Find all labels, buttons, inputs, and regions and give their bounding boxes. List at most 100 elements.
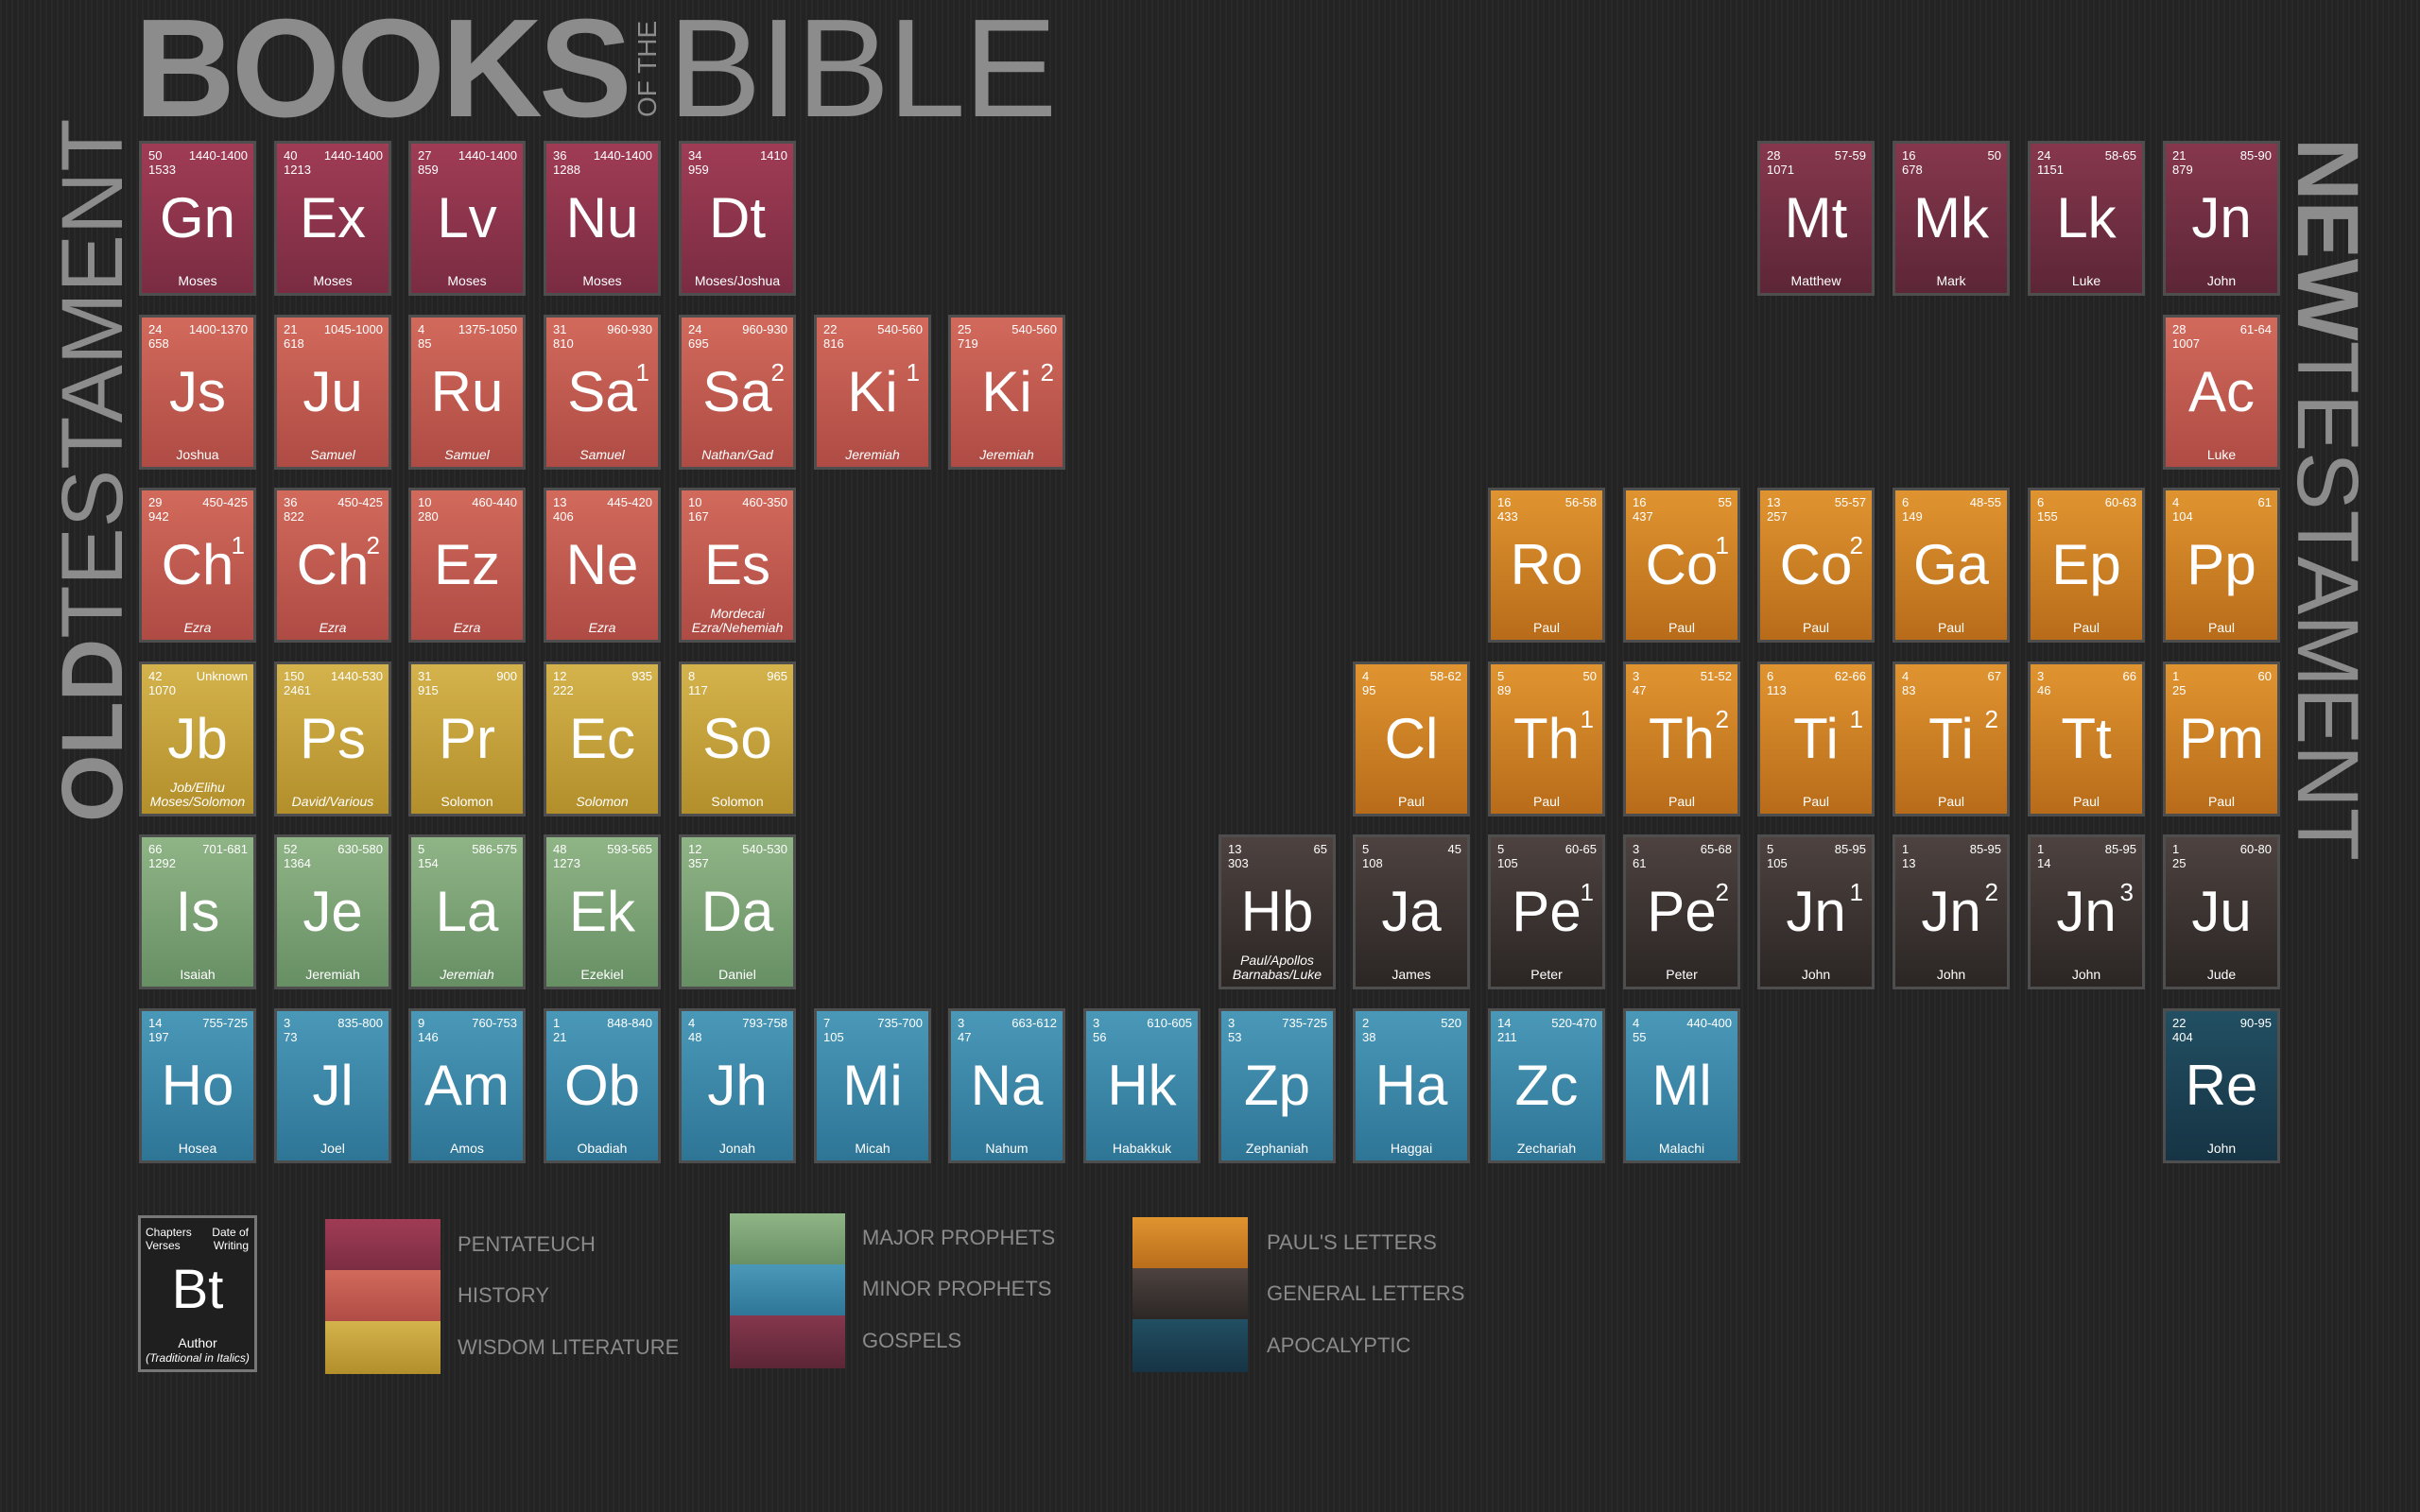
book-symbol: Na xyxy=(970,1054,1044,1117)
book-tile-th1[interactable]: 5 89 50 Th 1 Paul xyxy=(1488,662,1605,816)
book-tile-mk[interactable]: 16 678 50 Mk Mark xyxy=(1893,141,2010,296)
book-tile-lv[interactable]: 27 859 1440-1400 Lv Moses xyxy=(408,141,526,296)
chapters-count: 27 xyxy=(418,148,432,163)
legend-key-cell: Chapters Verses Date of Writing Bt Author … xyxy=(138,1215,257,1372)
book-tile-cl[interactable]: 4 95 58-62 Cl Paul xyxy=(1353,662,1470,816)
book-tile-ep[interactable]: 6 155 60-63 Ep Paul xyxy=(2028,488,2145,643)
book-tile-so[interactable]: 8 117 965 So Solomon xyxy=(679,662,796,816)
book-symbol: Pe xyxy=(1512,880,1582,943)
book-tile-sa1[interactable]: 31 810 960-930 Sa 1 Samuel xyxy=(544,315,661,470)
book-tile-zp[interactable]: 3 53 735-725 Zp Zephaniah xyxy=(1219,1008,1336,1163)
book-tile-tt[interactable]: 3 46 66 Tt Paul xyxy=(2028,662,2145,816)
book-tile-ac[interactable]: 28 1007 61-64 Ac Luke xyxy=(2163,315,2280,470)
verses-count: 47 xyxy=(958,1030,972,1044)
book-tile-ex[interactable]: 40 1213 1440-1400 Ex Moses xyxy=(274,141,391,296)
chapters-count: 34 xyxy=(688,148,702,163)
book-tile-pm[interactable]: 1 25 60 Pm Paul xyxy=(2163,662,2280,816)
book-tile-hb[interactable]: 13 303 65 Hb Paul/Apollos Barnabas/Luke xyxy=(1219,834,1336,989)
book-tile-am[interactable]: 9 146 760-753 Am Amos xyxy=(408,1008,526,1163)
book-tile-co2[interactable]: 13 257 55-57 Co 2 Paul xyxy=(1757,488,1875,643)
book-tile-ki1[interactable]: 22 816 540-560 Ki 1 Jeremiah xyxy=(814,315,931,470)
book-symbol: Ju xyxy=(302,360,363,423)
book-symbol: Zp xyxy=(1243,1054,1311,1117)
chapters-count: 36 xyxy=(553,148,567,163)
book-tile-ch1[interactable]: 29 942 450-425 Ch 1 Ezra xyxy=(139,488,256,643)
book-tile-ec[interactable]: 12 222 935 Ec Solomon xyxy=(544,662,661,816)
book-tile-mt[interactable]: 28 1071 57-59 Mt Matthew xyxy=(1757,141,1875,296)
book-tile-ju[interactable]: 21 618 1045-1000 Ju Samuel xyxy=(274,315,391,470)
book-symbol: Lk xyxy=(2056,186,2117,249)
chapters-count: 3 xyxy=(958,1016,965,1030)
book-tile-ga[interactable]: 6 149 48-55 Ga Paul xyxy=(1893,488,2010,643)
book-tile-la[interactable]: 5 154 586-575 La Jeremiah xyxy=(408,834,526,989)
book-tile-pr[interactable]: 31 915 900 Pr Solomon xyxy=(408,662,526,816)
book-tile-je[interactable]: 52 1364 630-580 Je Jeremiah xyxy=(274,834,391,989)
book-tile-pe1[interactable]: 5 105 60-65 Pe 1 Peter xyxy=(1488,834,1605,989)
book-tile-ru[interactable]: 4 85 1375-1050 Ru Samuel xyxy=(408,315,526,470)
book-tile-ne[interactable]: 13 406 445-420 Ne Ezra xyxy=(544,488,661,643)
book-tile-gn[interactable]: 50 1533 1440-1400 Gn Moses xyxy=(139,141,256,296)
book-tile-ez[interactable]: 10 280 460-440 Ez Ezra xyxy=(408,488,526,643)
book-tile-ml[interactable]: 4 55 440-400 Ml Malachi xyxy=(1623,1008,1740,1163)
book-tile-ch2[interactable]: 36 822 450-425 Ch 2 Ezra xyxy=(274,488,391,643)
book-tile-re[interactable]: 22 404 90-95 Re John xyxy=(2163,1008,2280,1163)
book-tile-mi[interactable]: 7 105 735-700 Mi Micah xyxy=(814,1008,931,1163)
book-symbol: Nu xyxy=(565,186,639,249)
book-tile-pp[interactable]: 4 104 61 Pp Paul xyxy=(2163,488,2280,643)
book-tile-co1[interactable]: 16 437 55 Co 1 Paul xyxy=(1623,488,1740,643)
book-author: Jonah xyxy=(718,1141,756,1156)
book-tile-ho[interactable]: 14 197 755-725 Ho Hosea xyxy=(139,1008,256,1163)
book-tile-th2[interactable]: 3 47 51-52 Th 2 Paul xyxy=(1623,662,1740,816)
book-tile-ro[interactable]: 16 433 56-58 Ro Paul xyxy=(1488,488,1605,643)
book-symbol: Ho xyxy=(161,1054,234,1117)
book-tile-ob[interactable]: 1 21 848-840 Ob Obadiah xyxy=(544,1008,661,1163)
book-tile-na[interactable]: 3 47 663-612 Na Nahum xyxy=(948,1008,1065,1163)
book-tile-jn[interactable]: 21 879 85-90 Jn John xyxy=(2163,141,2280,296)
chapters-count: 48 xyxy=(553,842,567,856)
book-symbol: Is xyxy=(175,880,220,943)
book-tile-dt[interactable]: 34 959 1410 Dt Moses/Joshua xyxy=(679,141,796,296)
book-tile-jn1[interactable]: 5 105 85-95 Jn 1 John xyxy=(1757,834,1875,989)
verses-count: 1364 xyxy=(284,856,311,870)
chapters-count: 21 xyxy=(284,322,298,336)
book-author: Jeremiah xyxy=(845,447,900,462)
book-tile-js[interactable]: 24 658 1400-1370 Js Joshua xyxy=(139,315,256,470)
book-tile-ps[interactable]: 150 2461 1440-530 Ps David/Various xyxy=(274,662,391,816)
book-tile-jn2[interactable]: 1 13 85-95 Jn 2 John xyxy=(1893,834,2010,989)
book-tile-ek[interactable]: 48 1273 593-565 Ek Ezekiel xyxy=(544,834,661,989)
legend-swatch-pentateuch xyxy=(325,1219,441,1272)
book-tile-zc[interactable]: 14 211 520-470 Zc Zechariah xyxy=(1488,1008,1605,1163)
book-author: Moses xyxy=(313,273,353,288)
book-tile-jn3[interactable]: 1 14 85-95 Jn 3 John xyxy=(2028,834,2145,989)
book-tile-ha[interactable]: 2 38 520 Ha Haggai xyxy=(1353,1008,1470,1163)
book-tile-pe2[interactable]: 3 61 65-68 Pe 2 Peter xyxy=(1623,834,1740,989)
verses-count: 433 xyxy=(1497,509,1518,524)
book-number: 3 xyxy=(2119,878,2134,906)
book-tile-lk[interactable]: 24 1151 58-65 Lk Luke xyxy=(2028,141,2145,296)
book-tile-jh[interactable]: 4 48 793-758 Jh Jonah xyxy=(679,1008,796,1163)
book-tile-da[interactable]: 12 357 540-530 Da Daniel xyxy=(679,834,796,989)
book-tile-ti1[interactable]: 6 113 62-66 Ti 1 Paul xyxy=(1757,662,1875,816)
book-symbol: Jn xyxy=(2056,880,2117,943)
verses-count: 357 xyxy=(688,856,709,870)
date-of-writing: 1440-1400 xyxy=(323,148,383,163)
book-tile-ja[interactable]: 5 108 45 Ja James xyxy=(1353,834,1470,989)
book-tile-jl[interactable]: 3 73 835-800 Jl Joel xyxy=(274,1008,391,1163)
legend-swatch-history xyxy=(325,1270,441,1323)
book-tile-es[interactable]: 10 167 460-350 Es Mordecai Ezra/Nehemiah xyxy=(679,488,796,643)
legend-swatch-pauls-letters xyxy=(1132,1217,1248,1270)
book-tile-hk[interactable]: 3 56 610-605 Hk Habakkuk xyxy=(1083,1008,1201,1163)
new-testament-label: NEWTESTAMENT xyxy=(2279,138,2376,861)
book-tile-ki2[interactable]: 25 719 540-560 Ki 2 Jeremiah xyxy=(948,315,1065,470)
book-tile-ti2[interactable]: 4 83 67 Ti 2 Paul xyxy=(1893,662,2010,816)
book-author: Moses xyxy=(582,273,622,288)
book-tile-jb[interactable]: 42 1070 Unknown Jb Job/Elihu Moses/Solomon xyxy=(139,662,256,816)
verses-count: 1007 xyxy=(2172,336,2200,351)
date-of-writing: 460-440 xyxy=(472,495,517,509)
book-tile-ju[interactable]: 1 25 60-80 Ju Jude xyxy=(2163,834,2280,989)
date-of-writing: 60-80 xyxy=(2239,842,2272,856)
book-tile-sa2[interactable]: 24 695 960-930 Sa 2 Nathan/Gad xyxy=(679,315,796,470)
book-tile-nu[interactable]: 36 1288 1440-1400 Nu Moses xyxy=(544,141,661,296)
chapters-count: 4 xyxy=(1362,669,1370,683)
book-tile-is[interactable]: 66 1292 701-681 Is Isaiah xyxy=(139,834,256,989)
